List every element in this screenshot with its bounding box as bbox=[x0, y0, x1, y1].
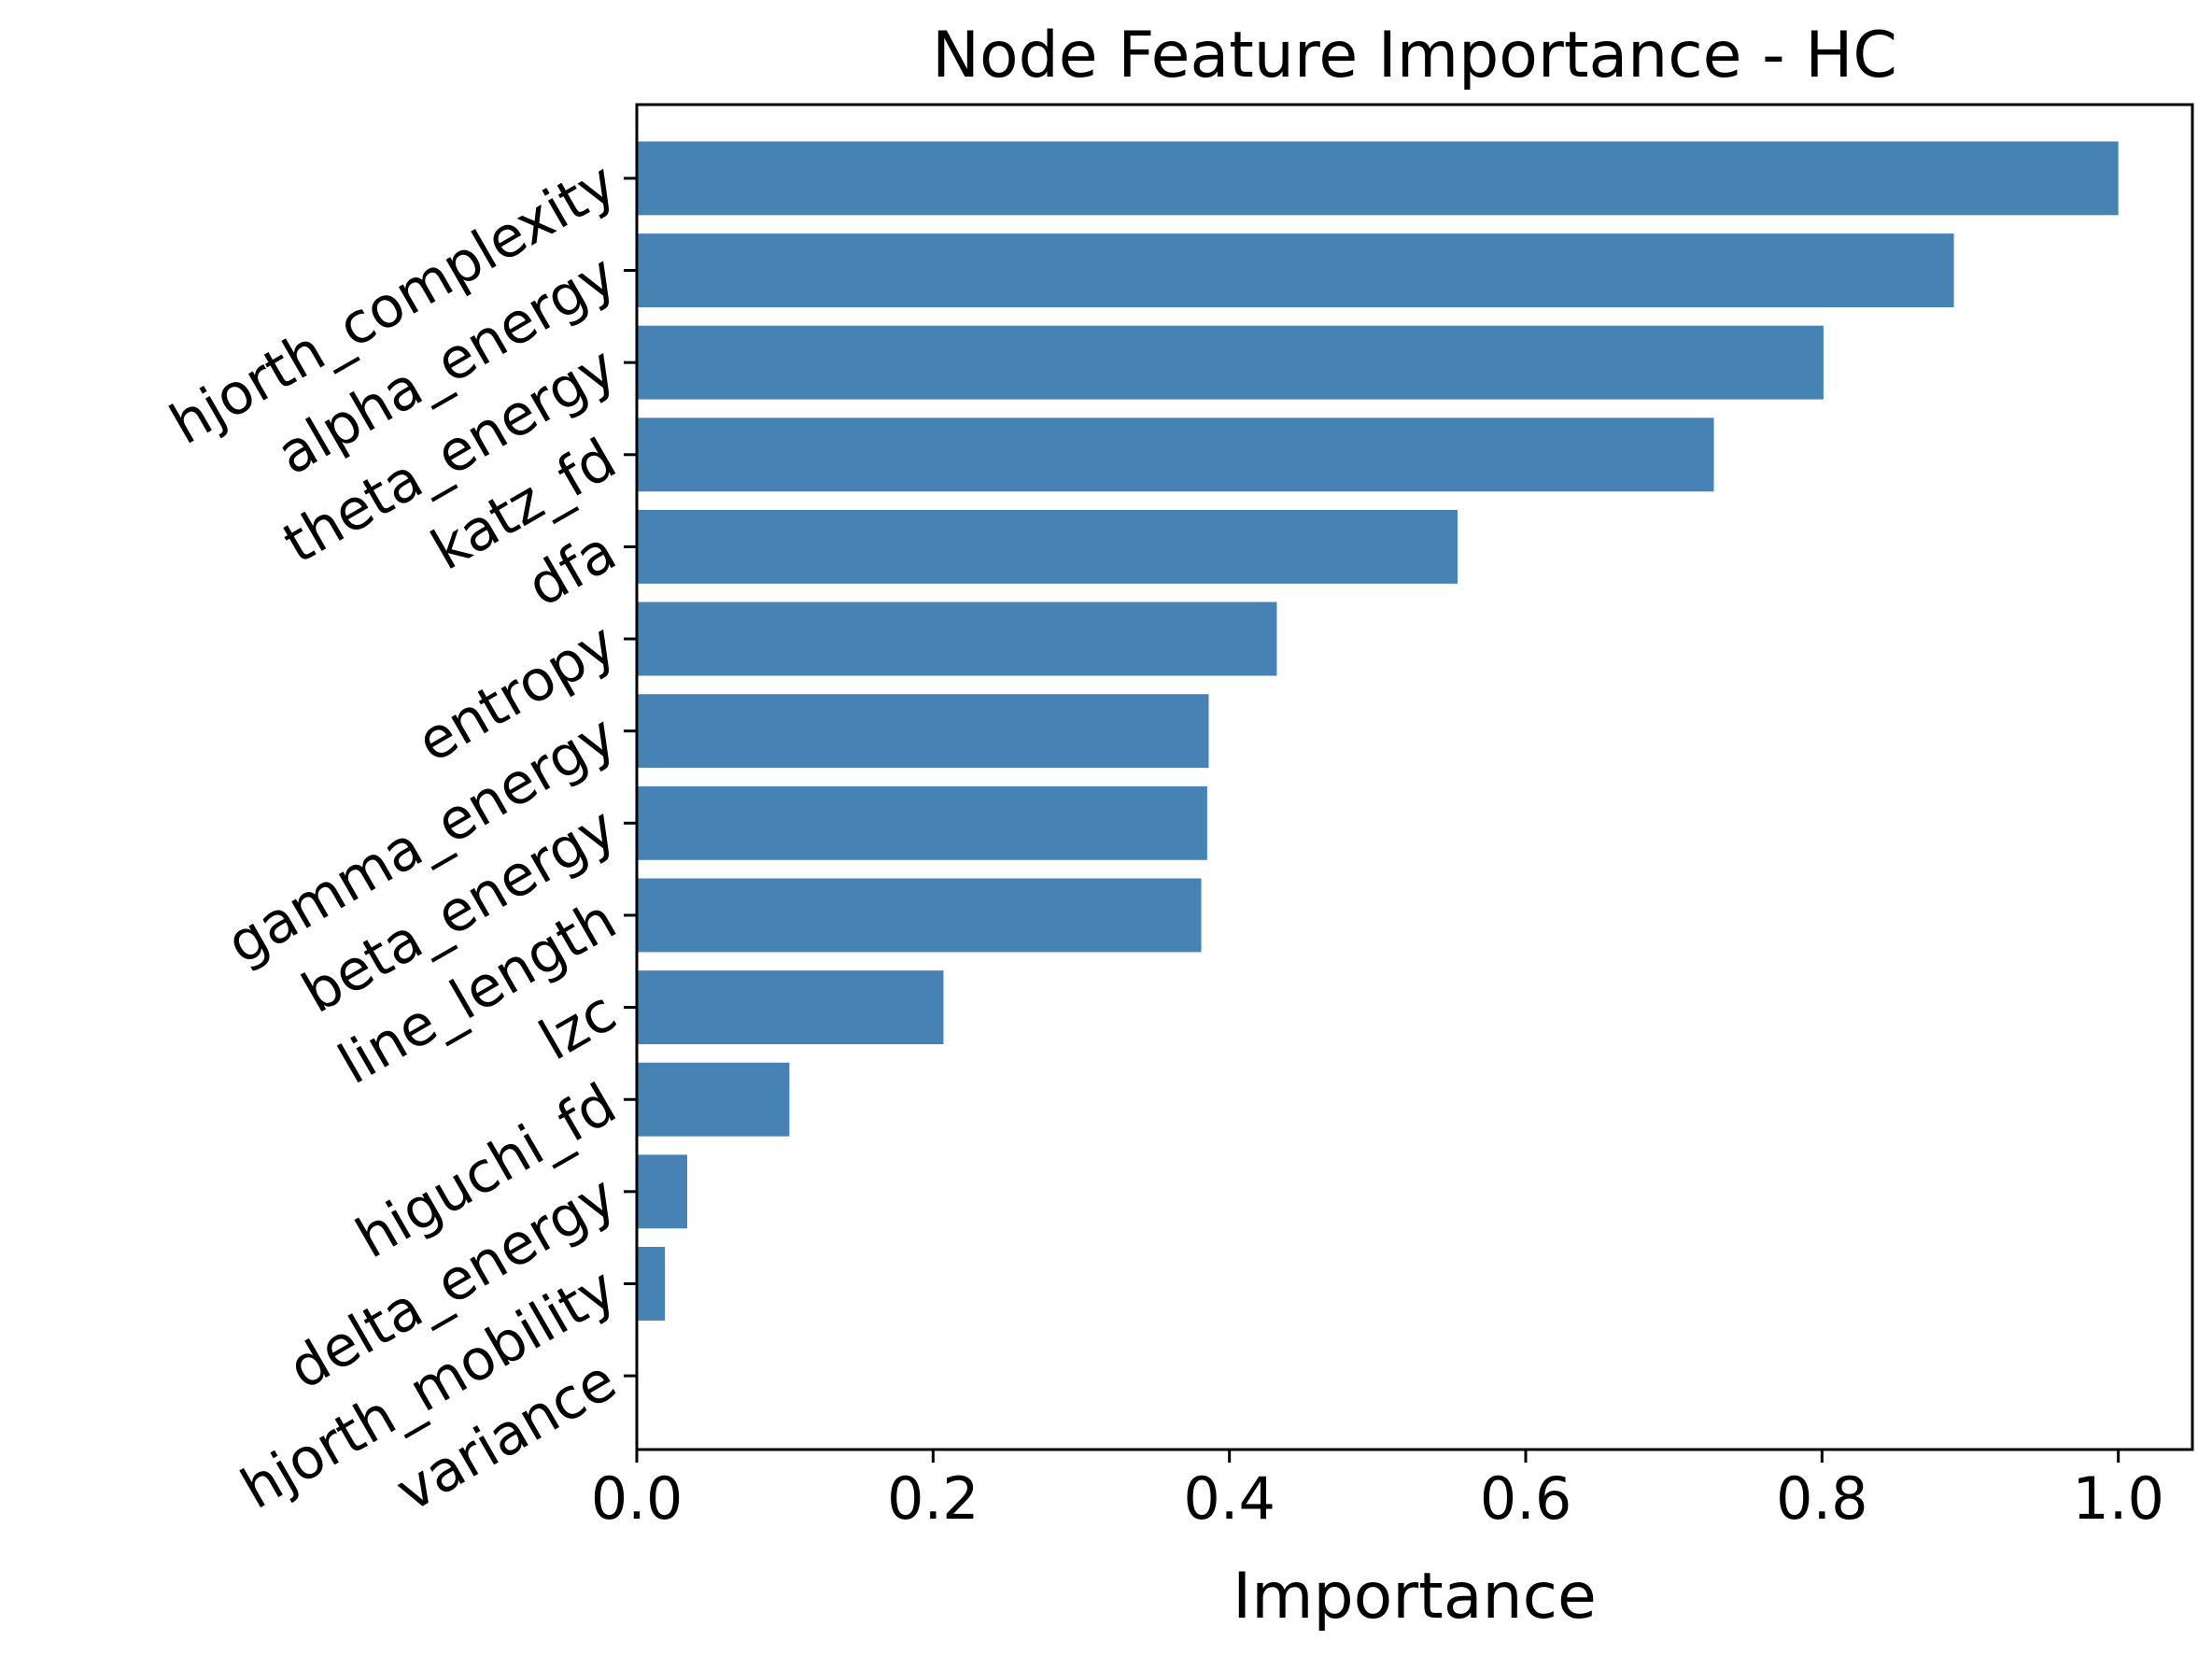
bar-beta_energy bbox=[637, 785, 1207, 860]
bar-hjorth_mobility bbox=[637, 1247, 666, 1321]
x-axis-label: Importance bbox=[1233, 1560, 1597, 1634]
bar-delta_energy bbox=[637, 1154, 687, 1229]
x-tick-label: 0.8 bbox=[1776, 1464, 1868, 1533]
y-tick-label-lzc: lzc bbox=[528, 979, 627, 1073]
plot-frame bbox=[635, 103, 2194, 1451]
x-tick-label: 1.0 bbox=[2072, 1464, 2164, 1533]
x-tick-label: 0.2 bbox=[887, 1464, 979, 1533]
bar-lzc bbox=[637, 970, 944, 1045]
bar-line_length bbox=[637, 878, 1202, 953]
bars-group bbox=[637, 141, 2119, 1321]
x-tick-label: 0.6 bbox=[1480, 1464, 1572, 1533]
y-ticks-group: hjorth_complexityalpha_energytheta_energ… bbox=[160, 150, 637, 1525]
bar-alpha_energy bbox=[637, 233, 1954, 307]
bar-entropy bbox=[637, 601, 1277, 676]
bar-dfa bbox=[637, 509, 1458, 584]
bar-gamma_energy bbox=[637, 694, 1209, 769]
bar-katz_fd bbox=[637, 417, 1714, 492]
bar-hjorth_complexity bbox=[637, 141, 2119, 216]
chart-title: Node Feature Importance - HC bbox=[932, 19, 1897, 92]
bar-higuchi_fd bbox=[637, 1062, 790, 1137]
x-tick-label: 0.0 bbox=[591, 1464, 683, 1533]
bar-theta_energy bbox=[637, 325, 1824, 400]
x-tick-label: 0.4 bbox=[1183, 1464, 1275, 1533]
x-ticks-group: 0.0 0.2 0.4 0.6 0.8 1.0 bbox=[591, 1450, 2164, 1533]
